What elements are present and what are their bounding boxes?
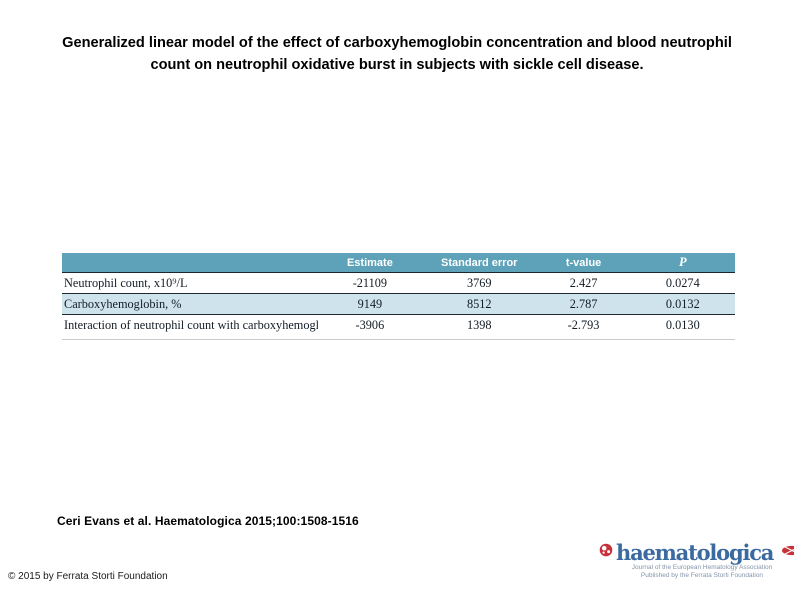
table-header-estimate: Estimate: [346, 256, 393, 269]
logo-tagline-line2: Published by the Ferrata Storti Foundati…: [640, 572, 764, 580]
row-standard-error: 3769: [466, 275, 492, 290]
slide-title-line2: count on neutrophil oxidative burst in s…: [150, 56, 644, 73]
row-estimate: -3906: [355, 317, 385, 332]
row-label: Neutrophil count, x10⁹/L: [64, 275, 188, 290]
row-t-value: -2.793: [567, 317, 600, 332]
row-estimate: 9149: [357, 296, 383, 311]
haematologica-logo: haematologica Journal of the European He…: [599, 540, 794, 581]
glm-results-table: Estimate Standard error t-value P Neutro…: [62, 253, 735, 340]
row-label: Carboxyhemoglobin, %: [64, 296, 182, 311]
logo-wordmark: haematologica: [616, 540, 774, 565]
row-p-value: 0.0132: [665, 296, 700, 311]
table-row: Carboxyhemoglobin, % 9149 8512 2.787 0.0…: [62, 293, 735, 314]
table-header-p: P: [679, 255, 687, 269]
logo-tagline: Journal of the European Hematology Assoc…: [599, 564, 789, 581]
row-p-value: 0.0274: [665, 275, 700, 290]
table-bottom-rule: [62, 335, 735, 340]
table-header-standard-error: Standard error: [441, 256, 518, 269]
row-p-value: 0.0130: [665, 317, 700, 332]
table-header-t-value: t-value: [565, 256, 602, 269]
table-row: Interaction of neutrophil count with car…: [62, 314, 735, 335]
table-header-row: Estimate Standard error t-value P: [62, 253, 735, 272]
citation: Ceri Evans et al. Haematologica 2015;100…: [57, 514, 359, 528]
slide-title-line1: Generalized linear model of the effect o…: [62, 35, 732, 51]
row-t-value: 2.427: [569, 275, 598, 290]
row-standard-error: 1398: [466, 317, 492, 332]
slide-title: Generalized linear model of the effect o…: [0, 33, 794, 77]
table-row: Neutrophil count, x10⁹/L -21109 3769 2.4…: [62, 272, 735, 293]
row-label: Interaction of neutrophil count with car…: [64, 317, 318, 332]
ribbon-icon: [780, 544, 794, 562]
row-standard-error: 8512: [466, 296, 492, 311]
logo-tagline-line1: Journal of the European Hematology Assoc…: [631, 564, 773, 571]
logo-row: haematologica: [599, 540, 794, 565]
copyright-notice: © 2015 by Ferrata Storti Foundation: [8, 571, 168, 582]
flower-icon: [599, 543, 613, 562]
row-t-value: 2.787: [569, 296, 598, 311]
row-estimate: -21109: [352, 275, 388, 290]
